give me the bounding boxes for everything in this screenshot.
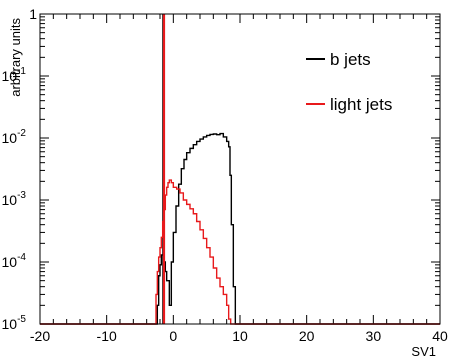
legend-label-b-jets: b jets [330,50,371,69]
y-tick-labels: 1 10-1 10-2 10-3 10-4 10-5 [2,6,38,332]
y-tick-label: 10-5 [2,314,27,332]
x-tick-label: 40 [432,328,448,344]
x-tick-label: -20 [30,328,50,344]
plot-frame [39,13,441,325]
x-tick-label: -10 [97,328,117,344]
series-group [40,14,440,325]
x-tick-label: 20 [299,328,315,344]
legend-label-light-jets: light jets [330,95,392,114]
x-tick-label: 30 [366,328,382,344]
x-tick-labels: -20 -10 0 10 20 30 40 [30,328,448,344]
y-axis-label: arbitrary units [8,18,23,97]
y-tick-label: 10-2 [2,128,27,146]
plot-background [40,14,440,324]
legend: b jets light jets [306,50,392,114]
series-line-light-jets [40,179,440,325]
y-tick-label: 1 [29,6,37,22]
x-tick-label: 10 [232,328,248,344]
x-tick-label: 0 [169,328,177,344]
y-tick-label: 10-3 [2,190,27,208]
y-minor-ticks [40,16,440,325]
x-axis-label: SV1 [411,344,436,359]
y-tick-label: 10-4 [2,252,27,270]
y-tick-label: 10-1 [2,66,27,84]
